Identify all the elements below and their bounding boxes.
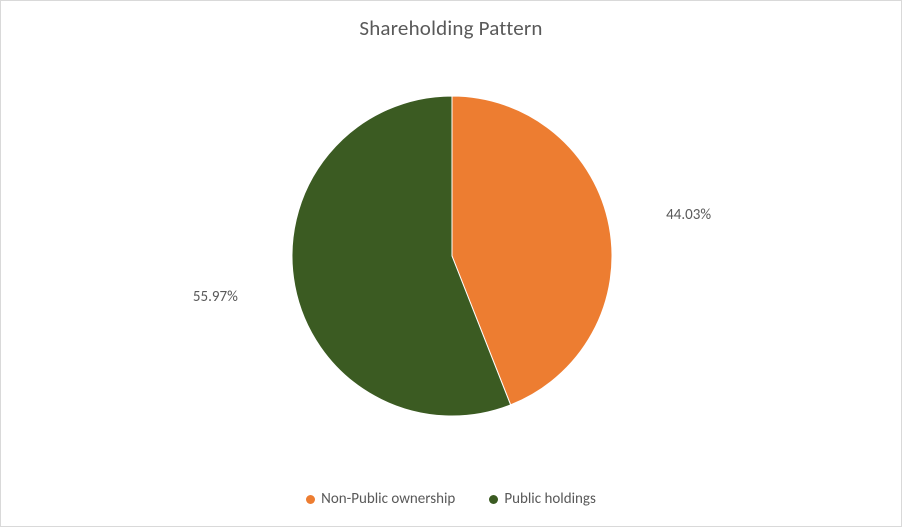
legend-swatch-non-public bbox=[306, 495, 315, 504]
legend: Non-Public ownership Public holdings bbox=[1, 490, 901, 508]
chart-title: Shareholding Pattern bbox=[1, 15, 901, 41]
legend-item-non-public: Non-Public ownership bbox=[306, 490, 455, 508]
legend-item-public: Public holdings bbox=[489, 490, 596, 508]
data-label-1: 55.97% bbox=[193, 288, 238, 306]
legend-label-non-public: Non-Public ownership bbox=[321, 490, 455, 508]
pie-plot-area: 44.03% 55.97% bbox=[1, 71, 902, 451]
data-label-0: 44.03% bbox=[666, 206, 711, 224]
chart-frame: Shareholding Pattern 44.03% 55.97% Non-Pu… bbox=[0, 0, 902, 527]
pie-chart bbox=[1, 71, 902, 451]
legend-swatch-public bbox=[489, 495, 498, 504]
legend-label-public: Public holdings bbox=[504, 490, 596, 508]
